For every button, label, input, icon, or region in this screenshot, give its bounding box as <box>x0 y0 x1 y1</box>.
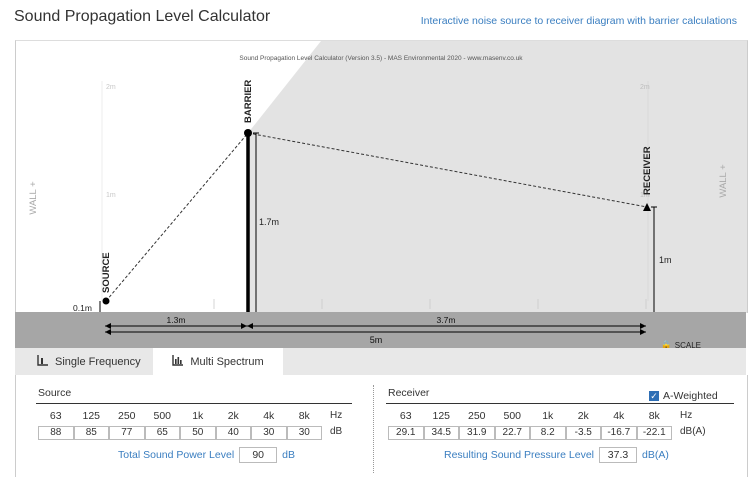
barrier-top-handle[interactable] <box>244 129 252 137</box>
spectrum-panel: Source 63 125 250 500 1k 2k 4k 8k Hz 88 85 77 65 50 4… <box>15 375 748 477</box>
source-values-row: 88 85 77 65 50 40 30 30 dB <box>38 426 342 440</box>
receiver-total-label: Resulting Sound Pressure Level <box>444 449 595 461</box>
source-total-unit: dB <box>282 449 295 461</box>
source-freq-unit: Hz <box>330 410 343 421</box>
tab-multi-label: Multi Spectrum <box>190 355 264 368</box>
source-level-cell[interactable]: 30 <box>251 426 287 440</box>
wall-label-right[interactable]: WALL + <box>718 164 729 198</box>
receiver-values-row: 29.1 34.5 31.9 22.7 8.2 -3.5 -16.7 -22.1 dB(A) <box>388 426 706 440</box>
grid-label-1m-left: 1m <box>106 192 116 199</box>
page-subtitle: Interactive noise source to receiver dia… <box>420 15 737 27</box>
receiver-total: Resulting Sound Pressure Level 37.3 dB(A… <box>444 447 669 463</box>
scale-label: SCALE <box>674 341 701 350</box>
tab-single-label: Single Frequency <box>55 355 141 368</box>
receiver-divider <box>386 403 734 404</box>
distance-dimensions: 1.3m 3.7m 5m <box>105 315 646 345</box>
source-frequency-label: 1k <box>192 410 204 422</box>
receiver-freq-unit: Hz <box>680 410 693 421</box>
barrier-label: BARRIER <box>243 80 254 123</box>
receiver-level-cell: 31.9 <box>459 426 495 440</box>
page-title: Sound Propagation Level Calculator <box>14 8 271 25</box>
receiver-frequency-label: 8k <box>648 410 660 422</box>
receiver-total-output: 37.3 <box>599 447 638 463</box>
source-frequency-label: 2k <box>227 410 239 422</box>
receiver-value-unit: dB(A) <box>680 426 706 437</box>
wall-label-left[interactable]: WALL + <box>28 181 39 215</box>
receiver-total-unit: dB(A) <box>642 449 669 461</box>
source-level-cell[interactable]: 65 <box>144 426 180 440</box>
source-frequency-label: 63 <box>49 410 62 422</box>
lock-icon: 🔒 <box>660 340 672 350</box>
section-separator <box>373 385 374 473</box>
receiver-frequency-label: 250 <box>467 410 486 422</box>
source-divider <box>36 403 352 404</box>
source-frequency-label: 4k <box>263 410 275 422</box>
diagram-credit: Sound Propagation Level Calculator (Vers… <box>239 55 523 62</box>
barrier-shadow-zone <box>248 41 747 313</box>
source-frequency-label: 500 <box>153 410 172 422</box>
receiver-level-cell: -16.7 <box>601 426 637 440</box>
receiver-frequency-label: 125 <box>432 410 451 422</box>
receiver-frequency-label: 4k <box>613 410 625 422</box>
receiver-level-cell: 29.1 <box>388 426 424 440</box>
receiver-level-cell: 8.2 <box>530 426 566 440</box>
source-level-cell[interactable]: 40 <box>215 426 251 440</box>
receiver-level-cell: 22.7 <box>494 426 530 440</box>
grid-label-1m-right: 1m <box>640 192 650 199</box>
grid-label-2m-right: 2m <box>640 84 650 91</box>
receiver-level-cell: -3.5 <box>565 426 601 440</box>
source-total-label: Total Sound Power Level <box>118 449 235 461</box>
source-level-cell[interactable]: 88 <box>38 426 74 440</box>
source-frequency-label: 250 <box>117 410 136 422</box>
receiver-frequency-label: 2k <box>577 410 589 422</box>
dist-source-barrier-label: 1.3m <box>167 315 186 325</box>
a-weighted-checkbox[interactable]: ✓ A-Weighted <box>649 390 718 402</box>
source-to-barrier-path <box>105 132 249 302</box>
source-frequency-label: 125 <box>82 410 101 422</box>
source-total-input[interactable]: 90 <box>239 447 278 463</box>
source-level-cell[interactable]: 50 <box>180 426 216 440</box>
receiver-frequency-label: 63 <box>399 410 412 422</box>
receiver-level-cell: -22.1 <box>636 426 672 440</box>
mode-tabs: Single Frequency Multi Spectrum <box>15 348 746 375</box>
source-level-cell[interactable]: 77 <box>109 426 145 440</box>
source-section-title: Source <box>38 387 72 399</box>
source-total: Total Sound Power Level 90 dB <box>118 447 295 463</box>
receiver-label: RECEIVER <box>642 146 653 195</box>
receiver-level-cell: 34.5 <box>423 426 459 440</box>
grid-label-2m-left: 2m <box>106 84 116 91</box>
receiver-section-title: Receiver <box>388 387 430 399</box>
a-weighted-label: A-Weighted <box>663 390 718 402</box>
receiver-frequency-row: 63 125 250 500 1k 2k 4k 8k Hz <box>388 410 692 422</box>
source-frequency-label: 8k <box>298 410 310 422</box>
propagation-diagram[interactable]: Sound Propagation Level Calculator (Vers… <box>15 40 748 313</box>
dist-total-label: 5m <box>370 335 383 345</box>
source-frequency-row: 63 125 250 500 1k 2k 4k 8k Hz <box>38 410 342 422</box>
receiver-handle[interactable] <box>643 203 651 211</box>
source-height-label: 0.1m <box>73 303 92 313</box>
ground-strip: 1.3m 3.7m 5m <box>15 312 746 348</box>
source-handle[interactable] <box>102 297 110 305</box>
source-value-unit: dB <box>330 426 343 437</box>
diagram-canvas: Sound Propagation Level Calculator (Vers… <box>28 41 747 313</box>
receiver-height-label: 1m <box>659 255 672 265</box>
scale-toggle[interactable]: 🔒 SCALE <box>661 340 701 351</box>
tab-multi-spectrum[interactable]: Multi Spectrum <box>153 348 283 375</box>
tab-single-frequency[interactable]: Single Frequency <box>37 348 141 375</box>
source-label: SOURCE <box>101 252 112 293</box>
source-level-cell[interactable]: 85 <box>73 426 109 440</box>
dist-barrier-receiver-label: 3.7m <box>437 315 456 325</box>
barrier-to-receiver-path <box>247 132 648 208</box>
source-level-cell[interactable]: 30 <box>286 426 322 440</box>
barrier-height-label: 1.7m <box>259 217 279 227</box>
receiver-frequency-label: 1k <box>542 410 554 422</box>
checkbox-checked-icon: ✓ <box>649 391 659 401</box>
receiver-frequency-label: 500 <box>503 410 522 422</box>
bar-chart-icon <box>37 354 49 369</box>
spectrum-chart-icon <box>172 354 184 369</box>
